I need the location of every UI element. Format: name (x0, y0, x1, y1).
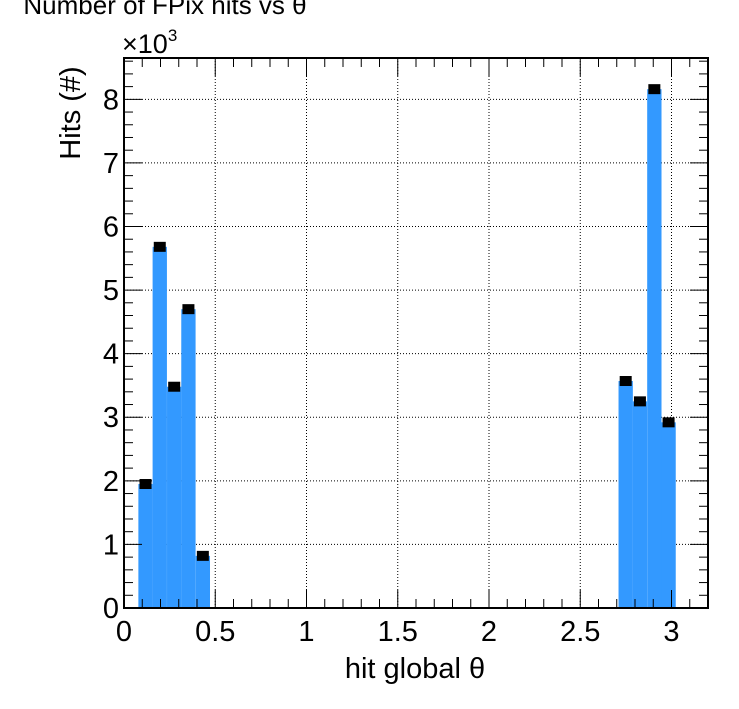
histogram-bar (167, 386, 182, 608)
histogram-bar (632, 401, 648, 608)
y-tick-label: 6 (103, 211, 119, 243)
histogram-bar (152, 246, 167, 608)
data-marker (182, 304, 195, 315)
y-axis-multiplier-exponent: 3 (168, 26, 177, 45)
y-tick-label: 0 (103, 593, 119, 625)
x-axis-title: hit global θ (345, 653, 485, 685)
grid (124, 58, 708, 608)
data-markers (139, 84, 675, 561)
histogram-bar (138, 484, 153, 608)
data-marker (196, 550, 209, 561)
chart-title: Number of FPix hits vs θ (23, 0, 306, 20)
x-axis-ticks (123, 58, 709, 608)
data-marker (648, 84, 661, 95)
y-tick-label: 4 (103, 339, 119, 371)
histogram-bars (138, 89, 676, 608)
y-tick-label: 3 (103, 402, 119, 434)
x-tick-label: 2 (481, 616, 497, 648)
x-tick-labels: 0 0.5 1 1.5 2 2.5 3 (116, 616, 680, 648)
x-tick-label: 1 (298, 616, 314, 648)
x-tick-label: 3 (663, 616, 679, 648)
data-marker (619, 376, 632, 387)
data-marker (168, 381, 181, 392)
histogram-bar (618, 381, 633, 608)
histogram-bar (195, 555, 211, 608)
data-marker (139, 479, 152, 490)
y-axis-multiplier: ×103 (122, 26, 177, 59)
data-marker (662, 417, 675, 428)
y-axis-title: Hits (#) (55, 66, 87, 159)
y-tick-label: 2 (103, 466, 119, 498)
y-axis-ticks (124, 60, 708, 609)
x-tick-label: 0 (116, 616, 132, 648)
y-tick-label: 1 (103, 529, 119, 561)
y-tick-label: 8 (103, 84, 119, 116)
y-tick-labels: 0 1 2 3 4 5 6 7 8 (103, 84, 119, 625)
x-tick-label: 1.5 (378, 616, 418, 648)
x-tick-label: 2.5 (560, 616, 600, 648)
x-tick-label: 0.5 (195, 616, 235, 648)
y-axis-multiplier-base: ×10 (122, 29, 168, 59)
histogram-bar (181, 309, 196, 608)
histogram-bar (661, 422, 676, 608)
data-marker (633, 396, 646, 407)
y-tick-label: 5 (103, 275, 119, 307)
data-marker (153, 241, 166, 252)
y-tick-label: 7 (103, 148, 119, 180)
histogram-bar (647, 89, 662, 608)
